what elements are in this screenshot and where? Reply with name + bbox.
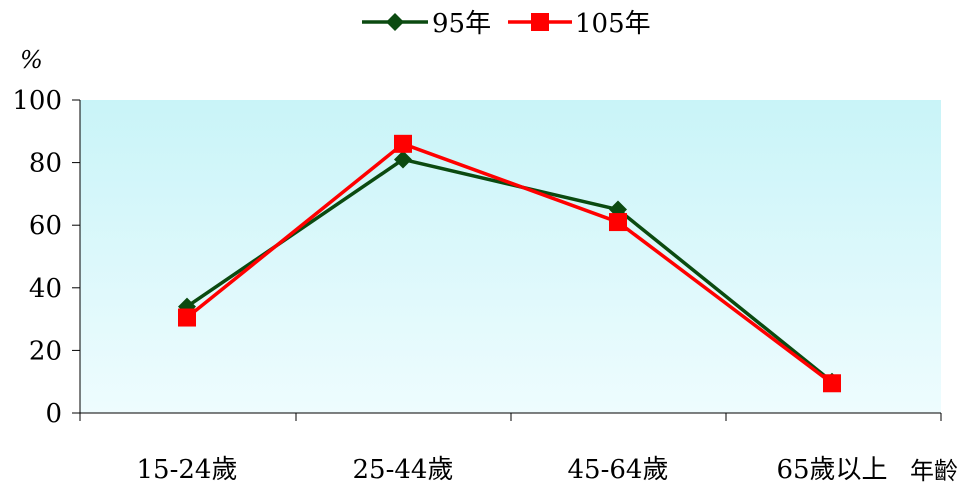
- data-point-2-3: [609, 213, 627, 232]
- data-point-2-2: [394, 134, 412, 153]
- plot-area-background: [80, 100, 941, 413]
- y-unit-label: %: [20, 46, 43, 74]
- x-axis-title: 年齡: [910, 457, 958, 485]
- y-tick-label: 100: [12, 86, 62, 116]
- y-tick-label: 40: [29, 274, 62, 304]
- legend-label-2: 105年: [575, 9, 651, 39]
- x-tick-label: 25-44歲: [353, 455, 454, 485]
- y-tick-label: 80: [29, 149, 62, 179]
- x-tick-label: 65歲以上: [776, 455, 887, 485]
- legend-marker-2: [531, 13, 549, 31]
- legend-label-1: 95年: [432, 9, 491, 39]
- series-2-group: [178, 134, 841, 393]
- data-point-2-1: [178, 308, 196, 327]
- y-tick-label: 60: [29, 211, 62, 241]
- data-point-2-4: [823, 374, 841, 393]
- x-tick-label: 15-24歲: [137, 455, 238, 485]
- x-tick-label: 45-64歲: [568, 455, 669, 485]
- legend: 95年 105年: [362, 9, 651, 39]
- legend-marker-1: [386, 13, 404, 31]
- y-tick-label: 20: [29, 336, 62, 366]
- series-line-2: [185, 142, 834, 385]
- y-tick-label: 0: [45, 399, 62, 429]
- data-point-1-2: [394, 150, 412, 169]
